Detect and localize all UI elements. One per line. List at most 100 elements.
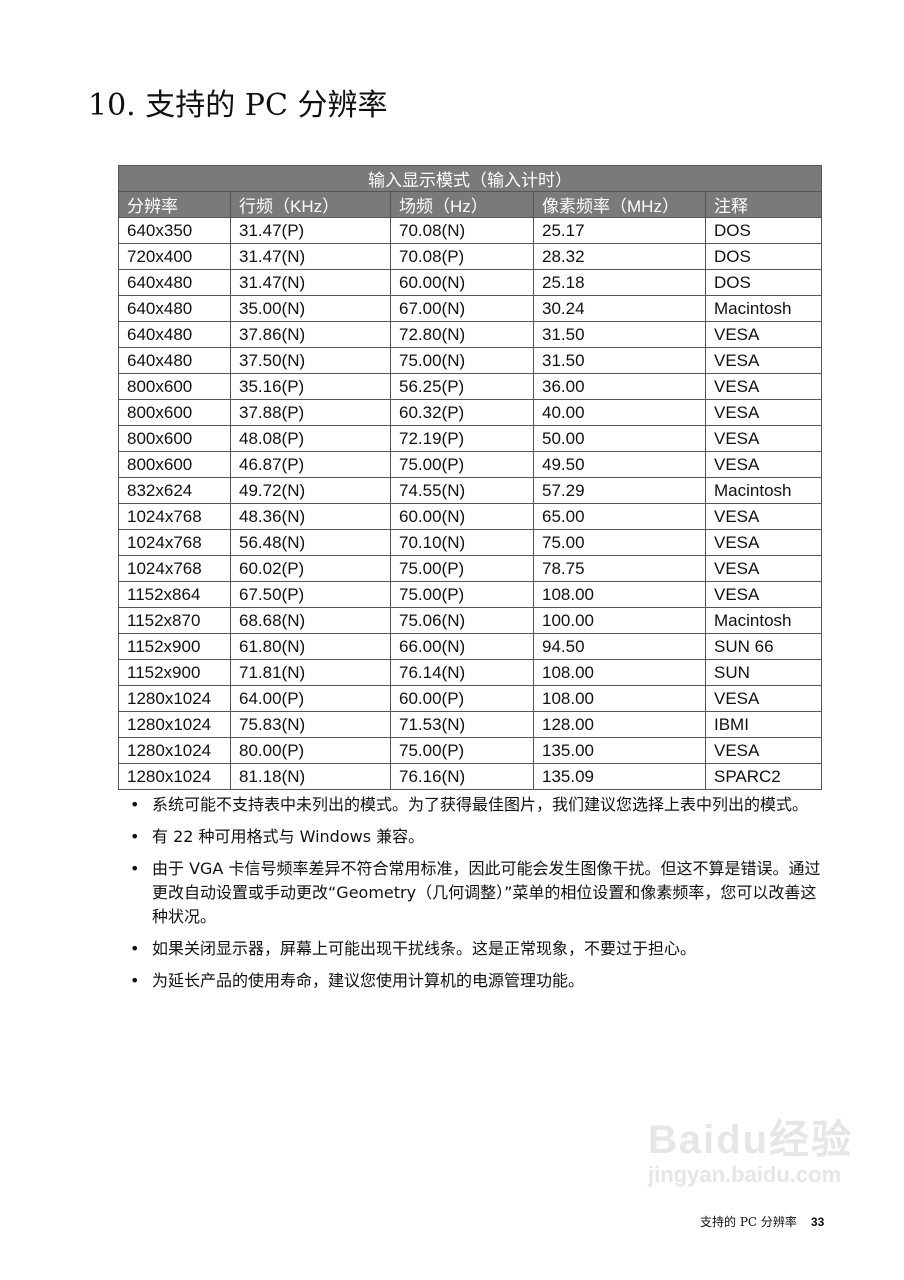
resolution-table: 输入显示模式（输入计时） 分辨率 行频（KHz） 场频（Hz） 像素频率（MHz） 注释… bbox=[118, 165, 822, 790]
table-cell: 75.00 bbox=[533, 529, 706, 556]
table-cell: 60.00(P) bbox=[390, 685, 534, 712]
table-cell: SUN 66 bbox=[705, 633, 822, 660]
table-row: 640x480 37.86(N) 72.80(N) 31.50 VESA bbox=[118, 321, 822, 348]
table-cell: 78.75 bbox=[533, 555, 706, 582]
column-header: 注释 bbox=[705, 191, 822, 218]
column-header: 行频（KHz） bbox=[230, 191, 391, 218]
footer-section: 支持的 PC 分辨率 bbox=[700, 1215, 797, 1229]
table-cell: 100.00 bbox=[533, 607, 706, 634]
table-cell: 1280x1024 bbox=[118, 711, 231, 738]
page-footer: 支持的 PC 分辨率 33 bbox=[700, 1214, 824, 1230]
table-cell: 94.50 bbox=[533, 633, 706, 660]
table-cell: 800x600 bbox=[118, 425, 231, 452]
table-row: 1024x768 48.36(N) 60.00(N) 65.00 VESA bbox=[118, 503, 822, 530]
table-cell: VESA bbox=[705, 321, 822, 348]
table-cell: VESA bbox=[705, 399, 822, 426]
table-cell: 49.72(N) bbox=[230, 477, 391, 504]
column-header: 分辨率 bbox=[118, 191, 231, 218]
table-cell: 128.00 bbox=[533, 711, 706, 738]
table-cell: 67.00(N) bbox=[390, 295, 534, 322]
column-header: 场频（Hz） bbox=[390, 191, 534, 218]
table-cell: 67.50(P) bbox=[230, 581, 391, 608]
table-row: 800x600 46.87(P) 75.00(P) 49.50 VESA bbox=[118, 451, 822, 478]
table-cell: 1024x768 bbox=[118, 555, 231, 582]
table-row: 720x400 31.47(N) 70.08(P) 28.32 DOS bbox=[118, 243, 822, 270]
note-item: 系统可能不支持表中未列出的模式。为了获得最佳图片，我们建议您选择上表中列出的模式… bbox=[128, 793, 828, 817]
table-cell: 61.80(N) bbox=[230, 633, 391, 660]
table-cell: 1024x768 bbox=[118, 529, 231, 556]
table-cell: 1152x900 bbox=[118, 633, 231, 660]
table-cell: 80.00(P) bbox=[230, 737, 391, 764]
table-row: 640x480 31.47(N) 60.00(N) 25.18 DOS bbox=[118, 269, 822, 296]
table-cell: 640x480 bbox=[118, 347, 231, 374]
baidu-watermark: Baidu经验 jingyan.baidu.com bbox=[648, 1118, 853, 1188]
table-cell: 800x600 bbox=[118, 373, 231, 400]
table-cell: SUN bbox=[705, 659, 822, 686]
table-cell: 108.00 bbox=[533, 581, 706, 608]
table-cell: 37.88(P) bbox=[230, 399, 391, 426]
table-cell: 48.08(P) bbox=[230, 425, 391, 452]
table-cell: 70.08(N) bbox=[390, 217, 534, 244]
table-cell: 1152x870 bbox=[118, 607, 231, 634]
table-row: 1152x900 71.81(N) 76.14(N) 108.00 SUN bbox=[118, 659, 822, 686]
table-cell: 50.00 bbox=[533, 425, 706, 452]
table-cell: 31.47(N) bbox=[230, 243, 391, 270]
table-cell: Macintosh bbox=[705, 477, 822, 504]
table-cell: 70.08(P) bbox=[390, 243, 534, 270]
table-cell: 71.81(N) bbox=[230, 659, 391, 686]
table-cell: 1280x1024 bbox=[118, 685, 231, 712]
table-cell: 66.00(N) bbox=[390, 633, 534, 660]
table-header-row: 分辨率 行频（KHz） 场频（Hz） 像素频率（MHz） 注释 bbox=[118, 191, 822, 218]
notes-list: 系统可能不支持表中未列出的模式。为了获得最佳图片，我们建议您选择上表中列出的模式… bbox=[128, 793, 828, 1001]
page-number: 33 bbox=[810, 1215, 825, 1229]
table-cell: 75.00(P) bbox=[390, 581, 534, 608]
table-cell: 25.18 bbox=[533, 269, 706, 296]
table-cell: 75.83(N) bbox=[230, 711, 391, 738]
table-row: 640x480 37.50(N) 75.00(N) 31.50 VESA bbox=[118, 347, 822, 374]
table-row: 1024x768 56.48(N) 70.10(N) 75.00 VESA bbox=[118, 529, 822, 556]
table-cell: DOS bbox=[705, 217, 822, 244]
table-cell: 60.00(N) bbox=[390, 269, 534, 296]
table-cell: Macintosh bbox=[705, 607, 822, 634]
table-cell: 35.00(N) bbox=[230, 295, 391, 322]
table-cell: 74.55(N) bbox=[390, 477, 534, 504]
table-cell: Macintosh bbox=[705, 295, 822, 322]
watermark-logo: Baidu经验 bbox=[648, 1118, 854, 1162]
table-cell: VESA bbox=[705, 685, 822, 712]
table-cell: 135.09 bbox=[533, 763, 706, 790]
table-row: 832x624 49.72(N) 74.55(N) 57.29 Macintosh bbox=[118, 477, 822, 504]
table-cell: 60.32(P) bbox=[390, 399, 534, 426]
table-row: 1024x768 60.02(P) 75.00(P) 78.75 VESA bbox=[118, 555, 822, 582]
table-cell: 800x600 bbox=[118, 399, 231, 426]
column-header: 像素频率（MHz） bbox=[533, 191, 706, 218]
table-cell: 75.00(P) bbox=[390, 451, 534, 478]
table-cell: 800x600 bbox=[118, 451, 231, 478]
table-row: 800x600 35.16(P) 56.25(P) 36.00 VESA bbox=[118, 373, 822, 400]
note-item: 由于 VGA 卡信号频率差异不符合常用标准，因此可能会发生图像干扰。但这不算是错… bbox=[128, 857, 828, 929]
table-cell: 640x480 bbox=[118, 269, 231, 296]
table-cell: 75.06(N) bbox=[390, 607, 534, 634]
table-cell: 37.86(N) bbox=[230, 321, 391, 348]
table-cell: 56.48(N) bbox=[230, 529, 391, 556]
table-row: 1280x1024 75.83(N) 71.53(N) 128.00 IBMI bbox=[118, 711, 822, 738]
table-cell: 1152x900 bbox=[118, 659, 231, 686]
table-cell: 25.17 bbox=[533, 217, 706, 244]
table-cell: VESA bbox=[705, 555, 822, 582]
table-cell: 135.00 bbox=[533, 737, 706, 764]
table-cell: 640x480 bbox=[118, 295, 231, 322]
table-cell: 720x400 bbox=[118, 243, 231, 270]
table-cell: 108.00 bbox=[533, 685, 706, 712]
table-cell: IBMI bbox=[705, 711, 822, 738]
table-cell: VESA bbox=[705, 373, 822, 400]
table-cell: 640x480 bbox=[118, 321, 231, 348]
table-cell: 68.68(N) bbox=[230, 607, 391, 634]
table-row: 800x600 48.08(P) 72.19(P) 50.00 VESA bbox=[118, 425, 822, 452]
note-item: 如果关闭显示器，屏幕上可能出现干扰线条。这是正常现象，不要过于担心。 bbox=[128, 937, 828, 961]
table-cell: 70.10(N) bbox=[390, 529, 534, 556]
note-item: 为延长产品的使用寿命，建议您使用计算机的电源管理功能。 bbox=[128, 969, 828, 993]
table-cell: 30.24 bbox=[533, 295, 706, 322]
table-row: 1280x1024 64.00(P) 60.00(P) 108.00 VESA bbox=[118, 685, 822, 712]
table-cell: 1280x1024 bbox=[118, 763, 231, 790]
table-cell: 75.00(P) bbox=[390, 737, 534, 764]
